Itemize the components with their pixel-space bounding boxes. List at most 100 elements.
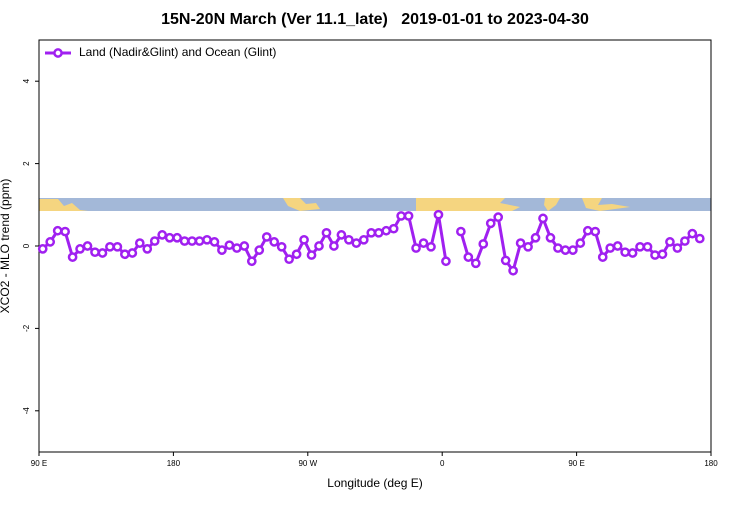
point xyxy=(224,240,235,251)
point xyxy=(620,247,630,258)
point xyxy=(52,225,63,236)
y-tick-label: 0 xyxy=(22,243,31,248)
point xyxy=(694,233,705,244)
point xyxy=(254,245,265,255)
y-tick-label: -2 xyxy=(22,324,31,332)
point xyxy=(209,237,220,247)
y-tick-label: 4 xyxy=(22,78,31,83)
point xyxy=(627,248,638,258)
y-tick-label: 2 xyxy=(22,161,31,166)
point xyxy=(456,226,466,237)
point xyxy=(351,238,362,248)
x-tick-label: 90 W xyxy=(298,459,317,468)
point xyxy=(120,249,130,260)
point xyxy=(344,234,354,245)
point xyxy=(60,226,70,237)
point xyxy=(373,227,384,238)
point xyxy=(568,245,578,255)
point xyxy=(105,241,115,252)
point xyxy=(590,226,601,237)
point xyxy=(396,211,406,221)
point xyxy=(650,250,660,260)
land xyxy=(582,198,630,211)
x-tick-label: 0 xyxy=(440,459,445,468)
point xyxy=(381,225,392,236)
x-tick-label: 90 E xyxy=(568,459,584,468)
point xyxy=(478,239,489,249)
point xyxy=(560,245,571,255)
x-tick-label: 90 E xyxy=(31,459,47,468)
point xyxy=(358,234,369,245)
point xyxy=(575,238,586,248)
point xyxy=(321,227,332,238)
point xyxy=(523,241,533,252)
point xyxy=(246,256,257,267)
y-tick-label: -4 xyxy=(22,407,31,415)
point xyxy=(82,241,93,251)
point xyxy=(597,252,608,262)
point xyxy=(336,230,347,240)
point xyxy=(545,232,556,243)
point xyxy=(157,230,168,240)
point xyxy=(127,248,138,258)
point xyxy=(164,232,175,243)
point xyxy=(67,252,78,262)
point xyxy=(538,213,548,224)
point xyxy=(418,238,429,248)
point xyxy=(306,250,317,260)
point xyxy=(657,249,668,260)
chart-title: 15N-20N March (Ver 11.1_late) 2019-01-01… xyxy=(161,11,589,28)
plot: 90 E 180 90 W 0 90 E 180 -4 -2 0 2 4 Land (Nadir&Gl… xyxy=(22,45,718,468)
x-axis-label: Longitude (deg E) xyxy=(327,476,422,490)
point xyxy=(149,236,160,246)
point xyxy=(239,241,250,251)
land xyxy=(416,198,520,211)
point xyxy=(217,245,227,255)
point xyxy=(635,241,645,252)
point xyxy=(485,218,496,229)
land xyxy=(39,199,88,211)
point xyxy=(329,241,339,251)
point xyxy=(687,228,698,239)
point xyxy=(553,243,563,253)
point xyxy=(172,232,182,243)
point xyxy=(470,258,481,269)
x-tick-label: 180 xyxy=(167,459,181,468)
y-axis-label: XCO2 - MLO trend (ppm) xyxy=(0,179,12,314)
point xyxy=(291,249,302,260)
point xyxy=(642,241,653,252)
point xyxy=(582,225,593,236)
point xyxy=(75,244,85,254)
point xyxy=(411,243,421,253)
legend-label: Land (Nadir&Glint) and Ocean (Glint) xyxy=(79,45,276,59)
point xyxy=(37,244,48,254)
land xyxy=(283,198,320,211)
point xyxy=(612,241,623,251)
point xyxy=(232,243,242,253)
point xyxy=(112,241,123,252)
point xyxy=(515,238,526,248)
point xyxy=(433,209,444,220)
point xyxy=(605,243,616,253)
point xyxy=(45,237,56,247)
point xyxy=(194,236,205,246)
point xyxy=(366,227,377,238)
point xyxy=(500,255,511,266)
x-tick-label: 180 xyxy=(704,459,718,468)
point xyxy=(187,236,197,246)
point xyxy=(179,236,190,246)
point xyxy=(299,234,309,245)
ocean-band xyxy=(39,198,711,211)
point xyxy=(680,236,690,246)
point xyxy=(493,212,504,223)
point xyxy=(314,241,324,251)
point xyxy=(672,243,683,253)
land xyxy=(544,198,560,211)
point xyxy=(202,234,212,245)
point xyxy=(142,244,153,254)
point xyxy=(97,248,108,258)
point xyxy=(90,247,100,258)
point xyxy=(403,211,414,221)
legend-marker xyxy=(53,48,63,58)
